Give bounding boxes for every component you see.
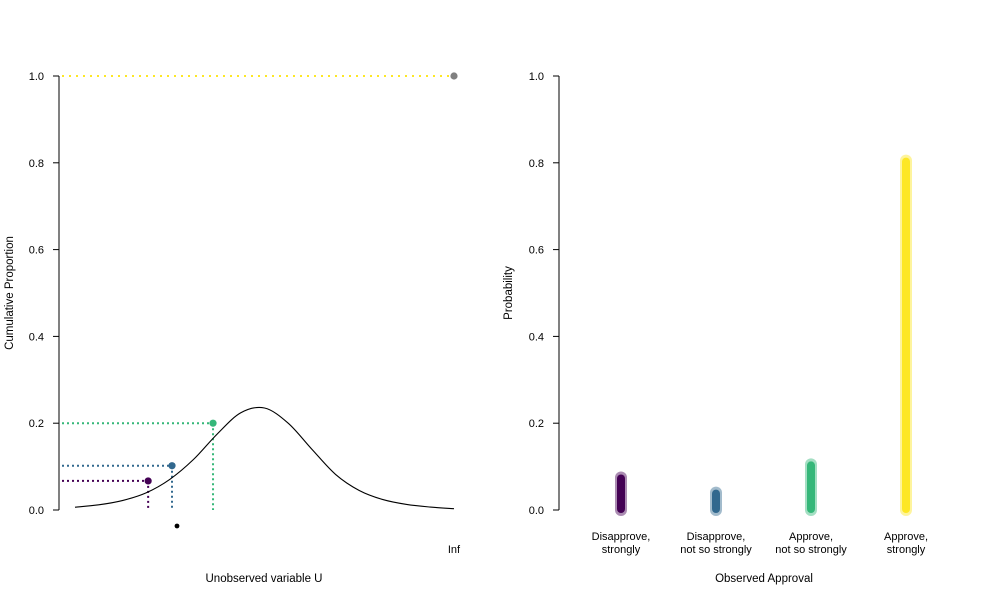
y-tick-label: 0.4 <box>529 331 544 343</box>
probability-bars <box>615 154 912 516</box>
cutpoint-markers <box>144 72 458 529</box>
y-tick-label: 0.0 <box>529 505 544 517</box>
inf-tick-label: Inf <box>448 544 461 556</box>
category-label-line: not so strongly <box>775 544 847 556</box>
y-tick-label: 0.0 <box>29 505 44 517</box>
right-y-axis-title: Probability <box>503 266 515 320</box>
left-x-axis-title: Unobserved variable U <box>206 573 323 585</box>
y-tick-label: 1.0 <box>529 71 544 83</box>
category-label-line: Disapprove, <box>687 531 746 543</box>
y-tick-label: 0.6 <box>29 245 44 257</box>
cutpoint-marker <box>168 462 176 470</box>
inf-cutpoint-marker <box>450 72 458 80</box>
y-tick-label: 0.6 <box>529 245 544 257</box>
cutpoint-guide-lines <box>62 75 454 510</box>
y-tick-label: 0.2 <box>29 418 44 430</box>
category-label-line: Approve, <box>789 531 833 543</box>
right-x-axis-title: Observed Approval <box>715 573 813 585</box>
right-y-ticks: 0.0 0.2 0.4 0.6 0.8 1.0 <box>529 71 559 517</box>
left-y-ticks: 0.0 0.2 0.4 0.6 0.8 1.0 <box>29 71 59 517</box>
left-y-axis-title: Cumulative Proportion <box>4 236 16 350</box>
y-tick-label: 0.2 <box>529 418 544 430</box>
y-tick-label: 0.8 <box>529 158 544 170</box>
y-tick-label: 0.4 <box>29 331 44 343</box>
cutpoint-marker <box>209 419 217 427</box>
category-label-line: not so strongly <box>680 544 752 556</box>
left-panel-cumulative-plot: 0.0 0.2 0.4 0.6 0.8 1.0 Inf Unobserved variab… <box>4 71 461 585</box>
category-label-line: strongly <box>887 544 926 556</box>
category-label-line: Disapprove, <box>592 531 651 543</box>
y-tick-label: 1.0 <box>29 71 44 83</box>
y-tick-label: 0.8 <box>29 158 44 170</box>
category-label-line: strongly <box>602 544 641 556</box>
right-panel-probability-plot: 0.00.20.40.60.81.0 Disapprove,stronglyDi… <box>503 71 928 585</box>
latent-density-curve <box>74 406 455 510</box>
below-axis-dot <box>174 523 180 529</box>
category-label-line: Approve, <box>884 531 928 543</box>
cutpoint-marker <box>144 477 152 485</box>
